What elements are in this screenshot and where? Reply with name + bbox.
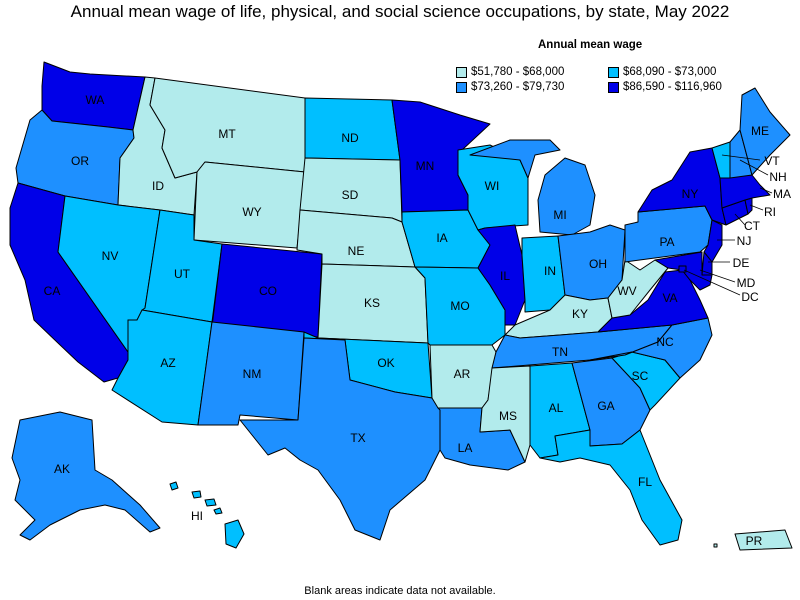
state-label-ut: UT [174, 267, 191, 281]
state-label-ne: NE [348, 244, 365, 258]
legend-swatch [608, 66, 619, 78]
leader-line-md [699, 269, 736, 283]
state-MI[interactable] [469, 139, 596, 236]
state-label-tn: TN [552, 345, 568, 359]
state-label-or: OR [71, 154, 89, 168]
legend-title: Annual mean wage [538, 39, 643, 51]
state-label-va: VA [662, 291, 677, 305]
state-label-az: AZ [160, 356, 175, 370]
legend-swatch [456, 66, 467, 78]
state-label-fl: FL [638, 475, 652, 489]
leader-line-ct [734, 213, 746, 226]
state-label-ks: KS [364, 296, 380, 310]
state-label-ok: OK [377, 356, 394, 370]
state-PR[interactable] [734, 529, 793, 551]
footnote: Blank areas indicate data not available. [304, 585, 496, 597]
map-title: Annual mean wage of life, physical, and … [70, 2, 730, 21]
state-label-nv: NV [102, 249, 119, 263]
legend-item-bin-1: $51,780 - $68,000 [456, 66, 564, 78]
state-label-md: MD [737, 276, 756, 290]
state-TX[interactable] [239, 337, 441, 541]
state-label-nh: NH [769, 170, 786, 184]
pr-islet [713, 543, 718, 548]
state-label-al: AL [549, 401, 564, 415]
state-label-wi: WI [485, 179, 500, 193]
state-NC[interactable] [589, 317, 713, 379]
state-label-nd: ND [341, 131, 359, 145]
state-ME[interactable] [739, 87, 791, 176]
state-label-ca: CA [44, 284, 61, 298]
leader-line-ri [749, 204, 764, 211]
legend-label: $68,090 - $73,000 [623, 66, 717, 78]
state-label-vt: VT [764, 154, 780, 168]
legend-label: $86,590 - $116,960 [623, 81, 722, 93]
state-label-de: DE [733, 256, 750, 270]
state-label-nm: NM [243, 367, 262, 381]
state-label-mt: MT [218, 127, 236, 141]
leader-line-ma [759, 187, 773, 194]
state-label-me: ME [751, 124, 769, 138]
state-label-ms: MS [499, 409, 517, 423]
state-IL[interactable] [477, 224, 526, 326]
state-label-oh: OH [589, 257, 607, 271]
state-ND[interactable] [304, 97, 401, 161]
state-label-id: ID [152, 179, 164, 193]
leader-line-vt [721, 154, 761, 161]
legend-item-bin-4: $86,590 - $116,960 [608, 81, 722, 93]
state-label-ar: AR [454, 367, 471, 381]
state-AK[interactable] [11, 411, 161, 541]
state-label-mn: MN [416, 159, 435, 173]
state-label-la: LA [458, 441, 473, 455]
legend-label: $51,780 - $68,000 [471, 66, 565, 78]
state-label-ny: NY [682, 187, 699, 201]
state-FL[interactable] [539, 429, 683, 546]
state-WY[interactable] [193, 161, 306, 249]
state-label-wa: WA [86, 93, 105, 107]
leader-line-dc [683, 269, 741, 296]
state-label-mi: MI [553, 208, 566, 222]
state-label-sc: SC [632, 369, 649, 383]
state-label-ia: IA [436, 231, 447, 245]
state-label-sd: SD [342, 188, 359, 202]
state-label-il: IL [500, 269, 510, 283]
state-label-ri: RI [764, 205, 776, 219]
state-MA[interactable] [719, 174, 771, 209]
state-label-hi: HI [191, 509, 203, 523]
state-label-pr: PR [746, 534, 763, 548]
state-label-mo: MO [450, 299, 469, 313]
legend-swatch [456, 81, 467, 93]
state-label-ct: CT [744, 219, 761, 233]
legend-item-bin-3: $73,260 - $79,730 [456, 81, 564, 93]
state-label-nc: NC [656, 335, 674, 349]
state-label-ky: KY [572, 307, 588, 321]
state-label-ga: GA [597, 399, 614, 413]
state-label-pa: PA [659, 235, 674, 249]
state-HI[interactable] [169, 481, 245, 549]
state-label-dc: DC [741, 290, 759, 304]
state-DC[interactable] [678, 265, 687, 273]
state-label-ak: AK [54, 462, 70, 476]
state-label-co: CO [259, 284, 277, 298]
legend-swatch [608, 81, 619, 93]
state-label-wy: WY [242, 205, 261, 219]
legend-label: $73,260 - $79,730 [471, 81, 565, 93]
state-label-in: IN [544, 264, 556, 278]
legend-item-bin-2: $68,090 - $73,000 [608, 66, 716, 78]
leader-line-nh [739, 159, 769, 176]
state-label-ma: MA [773, 187, 791, 201]
state-label-wv: WV [617, 284, 636, 298]
state-label-tx: TX [350, 431, 365, 445]
state-label-nj: NJ [737, 234, 752, 248]
